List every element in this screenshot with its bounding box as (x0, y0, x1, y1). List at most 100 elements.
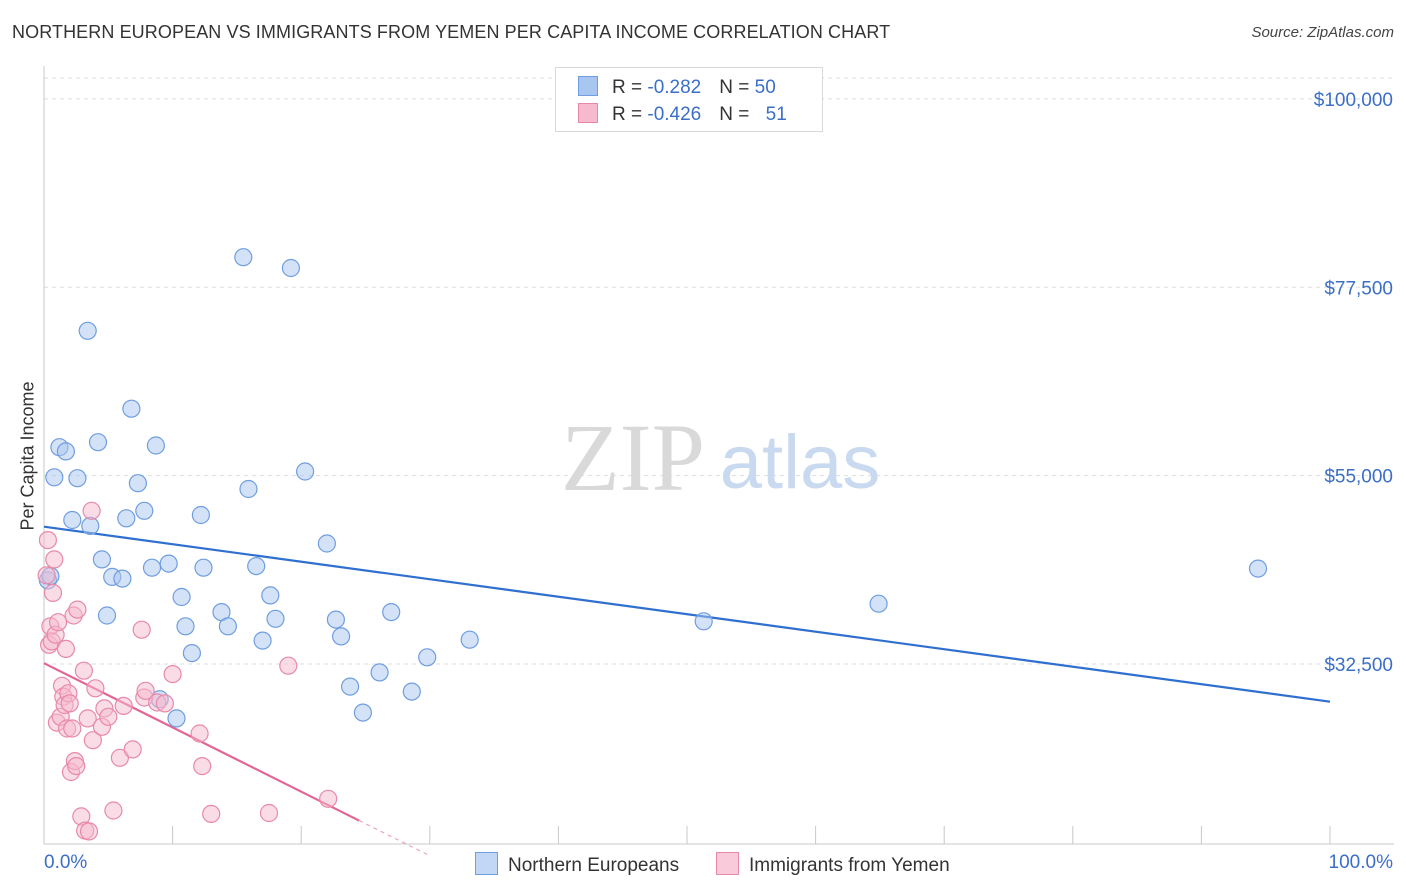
point-northern-european (191, 505, 210, 525)
point-northern-european (135, 501, 154, 520)
point-northern-european (326, 610, 345, 629)
point-immigrant-yemen (37, 566, 56, 585)
legend-swatch-pink (578, 103, 598, 123)
watermark-zip: ZIP (561, 404, 705, 511)
legend-r-value: -0.282 (647, 77, 702, 98)
point-northern-european (370, 663, 389, 682)
trend-line-northern-europeans (43, 525, 1331, 703)
point-northern-european (1248, 559, 1268, 578)
point-northern-european (81, 516, 100, 536)
point-immigrant-yemen (63, 719, 82, 738)
legend-n-value: 51 (765, 104, 787, 125)
chart-title: NORTHERN EUROPEAN VS IMMIGRANTS FROM YEM… (12, 22, 891, 42)
point-northern-european (97, 606, 117, 625)
point-northern-european (88, 433, 108, 452)
point-immigrant-yemen (104, 801, 123, 820)
point-immigrant-yemen (74, 661, 94, 680)
y-tick-label: $55,000 (1324, 467, 1393, 488)
point-immigrant-yemen (259, 803, 279, 823)
point-immigrant-yemen (110, 748, 130, 767)
point-immigrant-yemen (43, 583, 63, 603)
point-northern-european (341, 677, 360, 696)
point-immigrant-yemen (82, 501, 101, 520)
legend-swatch-pink (716, 852, 739, 875)
point-northern-european (45, 468, 64, 487)
legend-label: Northern Europeans (508, 855, 680, 876)
watermark: ZIP atlas (561, 404, 880, 511)
point-northern-european (296, 462, 315, 481)
point-northern-european (261, 586, 280, 605)
legend-label: Immigrants from Yemen (749, 855, 950, 876)
trend-line-extension (358, 820, 431, 857)
point-northern-european (234, 248, 253, 267)
point-immigrant-yemen (78, 709, 97, 728)
trend-lines (43, 525, 1331, 857)
point-northern-european (332, 627, 351, 646)
point-northern-european (172, 587, 191, 607)
legend-row-immigrants-yemen: R = -0.426 N = 51 (578, 103, 787, 127)
x-axis-max-label: 100.0% (1328, 852, 1393, 873)
point-northern-european (78, 321, 97, 340)
point-immigrant-yemen (279, 656, 298, 675)
point-immigrant-yemen (190, 724, 209, 743)
point-immigrant-yemen (114, 696, 133, 716)
point-northern-european (382, 602, 401, 622)
point-immigrant-yemen (202, 804, 221, 824)
point-northern-european (63, 510, 82, 530)
series-legend: Northern Europeans Immigrants from Yemen (0, 852, 1406, 878)
point-immigrant-yemen (193, 756, 212, 776)
point-immigrant-yemen (60, 694, 79, 713)
point-northern-european (128, 474, 147, 493)
point-northern-european (176, 617, 195, 636)
point-northern-european (182, 643, 201, 663)
point-immigrant-yemen (99, 707, 118, 726)
point-northern-european (239, 479, 258, 499)
point-northern-european (218, 617, 237, 636)
point-northern-european (694, 612, 713, 631)
point-immigrant-yemen (68, 600, 87, 619)
point-northern-european (56, 442, 76, 461)
legend-n-label: N = (719, 77, 755, 98)
point-northern-european (113, 569, 132, 588)
y-tick-label: $77,500 (1324, 278, 1393, 299)
point-immigrant-yemen (79, 822, 99, 841)
point-immigrant-yemen (136, 681, 155, 700)
point-northern-european (317, 534, 336, 553)
legend-swatch-blue (578, 76, 598, 96)
point-northern-european (418, 648, 437, 667)
point-northern-european (92, 550, 112, 569)
point-northern-european (869, 594, 888, 613)
point-immigrant-yemen (319, 789, 338, 808)
point-immigrant-yemen (155, 694, 174, 713)
point-northern-european (253, 631, 272, 650)
correlation-legend: R = -0.282 N = 50 R = -0.426 N = 51 (555, 67, 823, 132)
point-northern-european (117, 509, 136, 528)
point-northern-european (266, 609, 285, 628)
y-tick-label: $32,500 (1324, 655, 1393, 676)
point-immigrant-yemen (48, 613, 68, 632)
legend-row-northern-europeans: R = -0.282 N = 50 (578, 76, 776, 100)
point-northern-european (247, 556, 266, 576)
legend-item-northern-europeans: Northern Europeans (475, 852, 679, 877)
point-immigrant-yemen (38, 530, 58, 550)
point-immigrant-yemen (123, 740, 142, 759)
y-tick-label: $100,000 (1314, 90, 1393, 111)
legend-n-value: 50 (754, 77, 776, 98)
y-axis-label: Per Capita Income (17, 381, 38, 531)
point-immigrant-yemen (56, 639, 76, 659)
point-northern-european (68, 469, 87, 488)
x-axis-min-label: 0.0% (44, 852, 88, 873)
point-immigrant-yemen (67, 756, 86, 776)
point-northern-european (460, 630, 479, 649)
point-immigrant-yemen (86, 679, 105, 698)
y-tick-labels: $100,000 $77,500 $55,000 $32,500 (1314, 90, 1393, 676)
point-northern-european (281, 258, 300, 278)
point-northern-european (167, 709, 186, 728)
legend-n-label: N = (719, 104, 755, 125)
point-northern-european (122, 399, 141, 418)
legend-r-label: R = (612, 77, 648, 98)
point-immigrant-yemen (83, 731, 103, 750)
legend-r-value: -0.426 (647, 104, 702, 125)
point-northern-european (353, 703, 372, 722)
